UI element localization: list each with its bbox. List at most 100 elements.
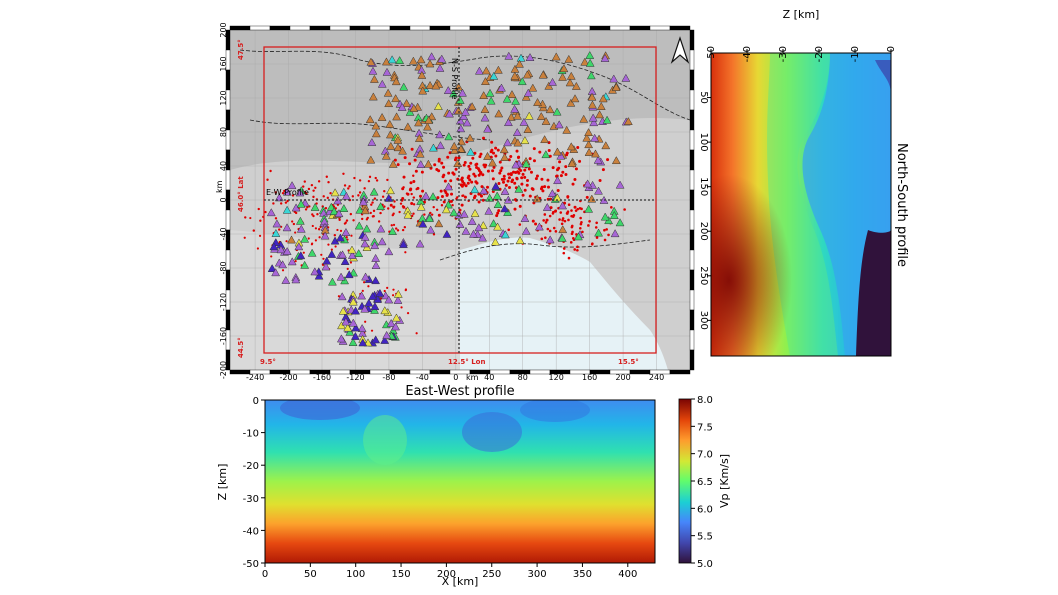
event-dot <box>338 218 341 222</box>
event-dot <box>391 294 395 297</box>
station-marker <box>403 122 413 131</box>
event-dot <box>528 194 532 198</box>
event-dot <box>399 202 403 205</box>
station-marker <box>611 156 621 165</box>
station-marker <box>361 272 370 281</box>
station-marker <box>551 52 561 61</box>
event-dot <box>464 184 468 188</box>
station-marker <box>271 228 281 237</box>
map-y-tick-label: 160 <box>219 56 228 71</box>
station-marker <box>582 133 592 142</box>
map-border-segment <box>689 349 695 371</box>
station-marker <box>368 92 378 101</box>
lat-top-label: 47.5° <box>237 39 245 60</box>
event-dot <box>311 224 314 228</box>
event-dot <box>463 195 467 199</box>
map-x-tick-label: -200 <box>279 373 297 382</box>
station-marker <box>368 66 378 75</box>
event-dot <box>327 243 330 246</box>
event-dot <box>483 165 487 169</box>
map-border-segment <box>689 229 695 251</box>
station-marker <box>380 335 390 344</box>
station-marker <box>416 202 426 211</box>
event-dot <box>462 194 465 197</box>
map-x-tick-label: 160 <box>582 373 597 382</box>
event-dot <box>605 228 608 231</box>
event-dot <box>252 229 255 232</box>
event-dot <box>588 219 591 223</box>
station-marker <box>585 50 595 59</box>
map-border-segment <box>589 25 611 31</box>
event-dot <box>509 173 513 177</box>
event-dot <box>603 238 607 242</box>
station-marker <box>503 118 513 127</box>
station-marker <box>425 214 434 223</box>
station-marker <box>376 202 386 211</box>
event-dot <box>405 192 409 195</box>
station-marker <box>467 102 477 111</box>
event-dot <box>442 165 446 169</box>
station-marker <box>590 133 600 142</box>
station-marker <box>488 158 497 167</box>
station-marker <box>371 335 381 344</box>
station-marker <box>484 206 494 215</box>
event-dot <box>570 232 574 236</box>
event-dot <box>557 166 561 170</box>
station-marker <box>425 59 435 68</box>
event-dot <box>401 205 405 208</box>
station-marker <box>387 55 397 64</box>
station-marker <box>485 193 495 202</box>
event-dot <box>502 174 506 178</box>
event-dot <box>345 235 348 239</box>
station-marker <box>295 216 305 225</box>
station-marker <box>545 105 555 114</box>
station-marker <box>310 202 320 211</box>
station-marker <box>425 80 435 89</box>
ns-x-tick-label: -20 <box>814 46 825 62</box>
event-dot <box>411 214 414 218</box>
station-marker <box>391 313 401 322</box>
event-dot <box>572 236 575 240</box>
event-dot <box>527 167 531 171</box>
station-marker <box>371 129 381 138</box>
station-marker <box>534 222 544 231</box>
station-marker <box>500 204 510 213</box>
station-marker <box>384 99 394 108</box>
map-y-tick-label: -200 <box>219 361 228 379</box>
station-marker <box>510 104 520 113</box>
station-marker <box>486 96 496 105</box>
event-dot <box>523 168 527 172</box>
event-dot <box>342 172 345 175</box>
event-dot <box>469 161 473 165</box>
event-dot <box>518 204 522 208</box>
event-dot <box>543 185 547 189</box>
event-dot <box>578 159 582 163</box>
event-dot <box>284 201 288 204</box>
station-marker <box>556 151 566 160</box>
event-dot <box>215 199 217 201</box>
event-dot <box>468 167 472 171</box>
station-marker <box>449 141 459 150</box>
station-marker <box>500 230 510 239</box>
station-marker <box>455 116 465 125</box>
event-dot <box>547 148 551 152</box>
map-border-segment <box>669 25 691 31</box>
event-dot <box>375 179 379 182</box>
event-dot <box>410 192 413 196</box>
ew-x-ticks: 0 50 100 150 200 250 300 350 400 <box>262 563 637 580</box>
event-dot <box>412 203 416 206</box>
event-dot <box>506 179 510 183</box>
event-dot <box>415 332 418 335</box>
station-marker <box>357 323 367 332</box>
station-marker <box>441 205 451 214</box>
colorbar-tick-label: 7.0 <box>697 450 713 461</box>
map-border-segment <box>569 369 591 375</box>
event-dot <box>567 256 571 260</box>
event-dot <box>576 248 579 252</box>
station-marker <box>540 135 550 144</box>
map-border-segment <box>609 25 631 31</box>
station-marker <box>344 270 354 279</box>
station-marker <box>474 66 484 75</box>
event-dot <box>377 220 381 223</box>
event-dot <box>477 200 481 204</box>
